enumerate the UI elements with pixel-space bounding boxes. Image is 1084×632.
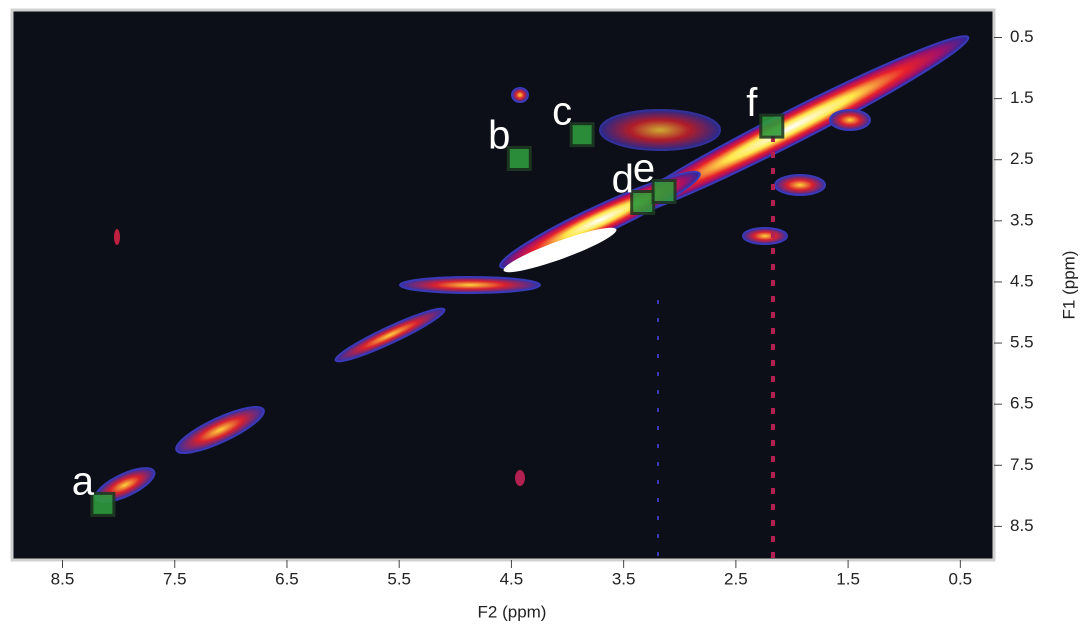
y-tick-label: 2.5 — [1010, 149, 1034, 168]
peak-marker — [630, 190, 656, 215]
x-tick-label: 2.5 — [724, 569, 748, 588]
y-tick-label: 7.5 — [1010, 455, 1034, 474]
y-axis-title: F1 (ppm) — [1059, 251, 1078, 320]
y-tick-label: 8.5 — [1010, 516, 1034, 535]
y-tick-label: 0.5 — [1010, 27, 1034, 46]
y-tick-label: 1.5 — [1010, 88, 1034, 107]
x-tick-label: 8.5 — [51, 569, 75, 588]
peak-label: a — [72, 459, 95, 503]
y-tick-label: 6.5 — [1010, 394, 1034, 413]
contours — [94, 35, 970, 560]
peak-marker — [90, 491, 116, 517]
peak-label: b — [488, 114, 510, 158]
x-tick-label: 0.5 — [949, 569, 973, 588]
x-axis-title: F2 (ppm) — [478, 602, 547, 621]
peak-label: d — [612, 158, 634, 202]
x-tick-label: 7.5 — [163, 569, 187, 588]
y-tick-label: 3.5 — [1010, 210, 1034, 229]
peak-label: f — [746, 81, 758, 125]
y-tick-label: 5.5 — [1010, 333, 1034, 352]
x-tick-label: 4.5 — [500, 569, 524, 588]
peak-marker — [569, 122, 595, 148]
x-tick-label: 6.5 — [275, 569, 299, 588]
peak-marker — [506, 146, 532, 171]
peak-label: e — [633, 147, 655, 191]
peak-label: c — [552, 90, 572, 134]
y-tick-label: 4.5 — [1010, 271, 1034, 290]
peak-marker — [651, 179, 677, 204]
x-tick-label: 1.5 — [836, 569, 860, 588]
x-tick-label: 5.5 — [387, 569, 411, 588]
peak-marker — [759, 113, 785, 139]
x-tick-label: 3.5 — [612, 569, 636, 588]
